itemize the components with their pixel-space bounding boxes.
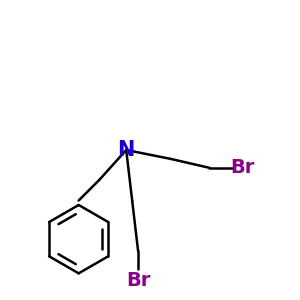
Text: Br: Br	[230, 158, 254, 177]
Text: Br: Br	[126, 271, 150, 290]
Text: N: N	[118, 140, 135, 160]
